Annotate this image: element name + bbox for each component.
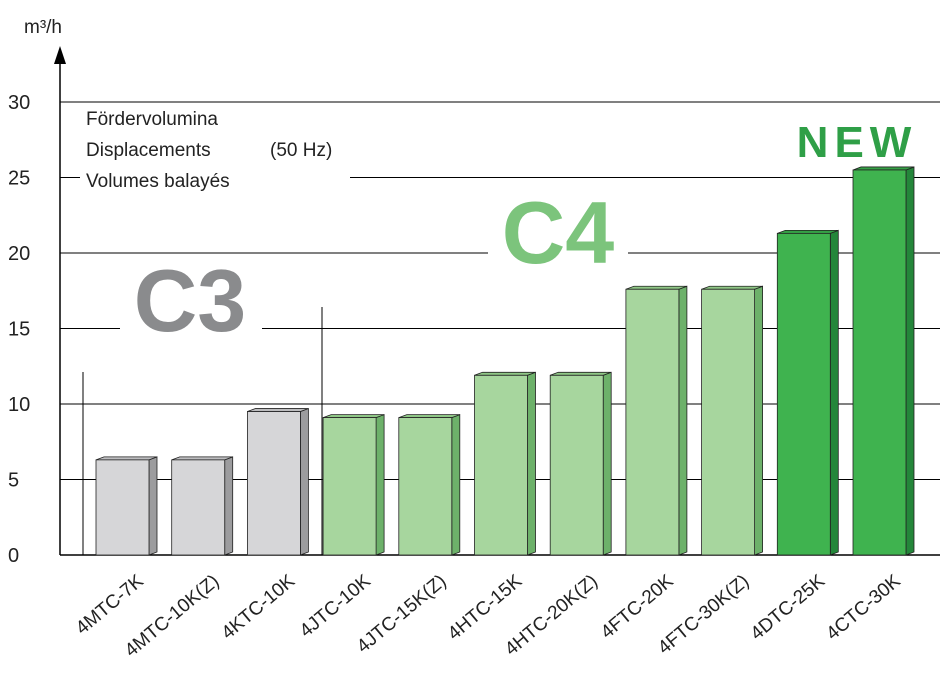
bar-side <box>224 456 234 556</box>
y-tick-label: 0 <box>8 545 19 567</box>
bar-top <box>701 285 763 290</box>
bar-side <box>754 285 763 556</box>
bar-front <box>776 232 831 556</box>
bar-side <box>602 371 612 556</box>
bar-top <box>398 414 460 418</box>
group-dividers <box>82 307 323 555</box>
annotation-line-2: Displacements <box>86 140 211 161</box>
bars <box>95 166 915 556</box>
y-axis-arrow-icon <box>54 46 66 64</box>
bar <box>95 456 158 556</box>
c4-group-label: C4 <box>502 183 615 282</box>
bar <box>171 456 234 556</box>
bar-top <box>247 408 309 412</box>
bar-side <box>299 407 309 556</box>
bar-front <box>625 288 680 556</box>
bar-front <box>246 411 301 556</box>
bar <box>701 285 763 556</box>
y-tick-label: 10 <box>8 394 30 416</box>
bar-top <box>322 414 385 418</box>
bar-top <box>852 166 915 171</box>
bar-front <box>95 459 150 556</box>
bar-top <box>95 456 158 461</box>
y-tick-labels: 0 5 10 15 20 25 30 <box>8 92 30 567</box>
new-group-label: NEW <box>797 118 918 167</box>
annotation: Fördervolumina Displacements (50 Hz) Vol… <box>80 104 350 194</box>
bar-front <box>474 374 528 556</box>
bar <box>398 414 461 556</box>
bar-side <box>829 229 839 556</box>
bar-top <box>171 456 233 461</box>
y-tick-label: 25 <box>8 168 30 190</box>
bar-side <box>527 371 536 556</box>
bar-top <box>550 371 612 376</box>
y-tick-label: 30 <box>8 92 30 114</box>
x-tick-label: 4KTC-10K <box>218 571 300 644</box>
x-tick-label: 4CTC-30K <box>822 571 905 645</box>
x-tick-label: 4MTC-7K <box>72 571 148 640</box>
bar-side <box>678 285 688 556</box>
x-tick-labels: 4MTC-7K4MTC-10K(Z)4KTC-10K4JTC-10K4JTC-1… <box>72 571 905 662</box>
bar-front <box>549 374 604 556</box>
bar-side <box>375 414 385 556</box>
x-tick-label: 4JTC-10K <box>296 571 375 642</box>
bar <box>625 285 688 556</box>
c4-label-background <box>488 184 628 264</box>
y-tick-label: 15 <box>8 319 30 341</box>
bar-front <box>398 417 453 556</box>
group-labels: C3 C4 NEW <box>120 118 918 350</box>
bar-top <box>625 285 688 290</box>
y-axis-label: m³/h <box>24 17 62 38</box>
x-tick-label: 4DTC-25K <box>747 571 830 645</box>
bar <box>322 414 385 556</box>
bar <box>549 371 612 556</box>
bar-side <box>148 456 158 556</box>
bar-top <box>474 371 536 376</box>
c3-label-background <box>120 258 262 336</box>
annotation-line-2b: (50 Hz) <box>270 140 332 161</box>
bar-front <box>322 417 377 556</box>
bar-front <box>701 288 755 556</box>
y-tick-label: 5 <box>8 470 19 492</box>
bar-side <box>905 166 915 556</box>
c3-group-label: C3 <box>134 251 247 350</box>
bar-front <box>852 169 907 556</box>
annotation-line-3: Volumes balayés <box>86 171 230 192</box>
bar-top <box>777 229 839 234</box>
annotation-line-1: Fördervolumina <box>86 109 218 130</box>
bar <box>474 371 536 556</box>
bar-side <box>451 414 461 556</box>
bar <box>776 229 839 556</box>
bar-front <box>171 459 226 556</box>
bar <box>852 166 915 556</box>
annotation-background <box>80 104 350 194</box>
bar <box>246 407 309 556</box>
y-tick-label: 20 <box>8 243 30 265</box>
